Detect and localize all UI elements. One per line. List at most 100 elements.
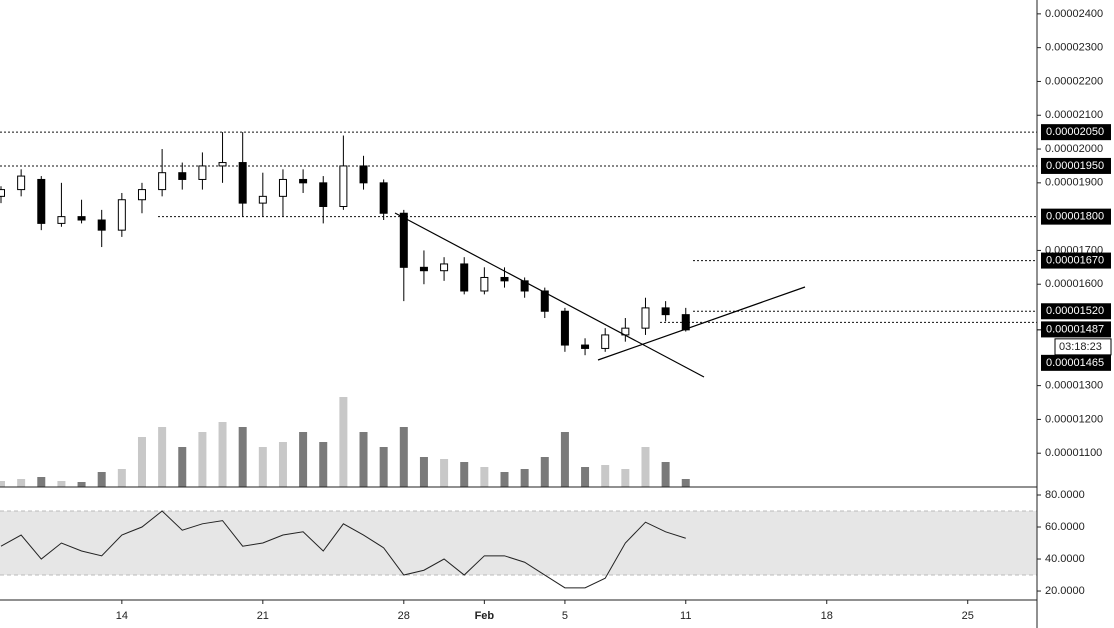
x-tick-label: 18	[821, 610, 833, 622]
level-label: 0.00001520	[1046, 305, 1104, 317]
candle-body	[137, 189, 146, 201]
volume-bar	[399, 427, 408, 487]
candle-body	[299, 178, 308, 184]
candle-body	[500, 276, 509, 282]
candle-body	[198, 165, 207, 180]
x-tick-label: 11	[680, 610, 691, 622]
candle-body	[339, 165, 348, 207]
x-tick-label: 21	[257, 610, 269, 622]
y-tick-label: 0.00001900	[1045, 177, 1103, 189]
y-tick-label: 0.00001200	[1045, 413, 1103, 425]
x-tick-label: 28	[398, 610, 410, 622]
level-label: 0.00001950	[1046, 160, 1104, 172]
volume-bar	[0, 481, 5, 487]
y-tick-label: 0.00001100	[1045, 447, 1102, 459]
x-tick-label: 14	[116, 610, 128, 622]
y-tick-label: 0.00001600	[1045, 278, 1103, 290]
rsi-tick-label: 40.0000	[1045, 553, 1085, 565]
volume-bar	[681, 479, 690, 487]
volume-bar	[258, 447, 267, 487]
volume-bar	[198, 432, 207, 487]
level-label-box	[1041, 321, 1111, 338]
candle-body	[601, 334, 610, 349]
last-price-box	[1041, 354, 1111, 371]
volume-bar	[37, 477, 46, 487]
volume-bar	[520, 469, 529, 487]
candle-body	[0, 189, 5, 197]
volume-bar	[319, 442, 328, 487]
volume-bar	[460, 462, 469, 487]
volume-bar	[97, 472, 106, 487]
volume-bar	[379, 447, 388, 487]
rsi-tick-label: 20.0000	[1045, 585, 1085, 597]
candle-body	[520, 280, 529, 292]
y-tick-label: 0.00002300	[1045, 42, 1103, 54]
trendline	[394, 212, 705, 378]
rsi-tick-label: 60.0000	[1045, 521, 1085, 533]
level-label-box	[1041, 124, 1111, 141]
candle-body	[480, 276, 489, 292]
level-label: 0.00001487	[1046, 323, 1104, 335]
level-label-box	[1041, 252, 1111, 269]
rsi-band	[0, 511, 1037, 576]
candle-body	[379, 182, 388, 214]
level-label: 0.00002050	[1046, 126, 1104, 138]
volume-bar	[621, 469, 630, 487]
volume-bar	[137, 437, 146, 487]
level-label-box	[1041, 303, 1111, 320]
y-tick-label: 0.00002200	[1045, 75, 1103, 87]
candle-body	[158, 172, 167, 191]
volume-bar	[178, 447, 187, 487]
candle-body	[359, 165, 368, 184]
candle-body	[37, 178, 46, 224]
volume-bar	[480, 467, 489, 487]
countdown: 03:18:23	[1059, 341, 1102, 353]
volume-bar	[440, 459, 449, 487]
candle-body	[238, 162, 247, 204]
y-tick-label: 0.00002000	[1045, 143, 1103, 155]
volume-bar	[581, 467, 590, 487]
candle-body	[17, 175, 26, 191]
volume-bar	[17, 479, 26, 487]
candle-body	[278, 178, 287, 197]
level-label: 0.00001670	[1046, 254, 1104, 266]
volume-bar	[158, 427, 167, 487]
candle-body	[560, 310, 569, 346]
volume-bar	[661, 462, 670, 487]
rsi-line	[0, 510, 686, 589]
candle-body	[57, 216, 66, 224]
candle-body	[419, 266, 428, 272]
x-tick-label: 5	[562, 610, 568, 622]
candle-body	[681, 314, 690, 331]
volume-bar	[560, 432, 569, 487]
candle-body	[97, 219, 106, 231]
x-tick-label: 25	[962, 610, 974, 622]
candle-body	[460, 263, 469, 292]
candle-body	[218, 162, 227, 167]
rsi-tick-label: 80.0000	[1045, 489, 1085, 501]
volume-bar	[77, 482, 86, 487]
volume-bar	[500, 472, 509, 487]
candle-body	[319, 182, 328, 207]
y-tick-label: 0.00002400	[1045, 8, 1103, 20]
level-label: 0.00001800	[1046, 211, 1104, 223]
candle-body	[540, 290, 549, 312]
candle-body	[440, 263, 449, 272]
volume-bar	[218, 422, 227, 487]
candle-body	[641, 307, 650, 329]
volume-bar	[238, 427, 247, 487]
candle-body	[258, 195, 267, 204]
level-label-box	[1041, 208, 1111, 225]
volume-bar	[278, 442, 287, 487]
candle-body	[661, 307, 670, 316]
trendline	[597, 286, 806, 361]
candle-body	[178, 172, 187, 180]
y-tick-label: 0.00002100	[1045, 109, 1103, 121]
candle-body	[399, 212, 408, 268]
candle-body	[77, 216, 86, 221]
volume-bar	[117, 469, 126, 487]
y-tick-label: 0.00001300	[1045, 380, 1103, 392]
level-label-box	[1041, 157, 1111, 174]
volume-bar	[641, 447, 650, 487]
